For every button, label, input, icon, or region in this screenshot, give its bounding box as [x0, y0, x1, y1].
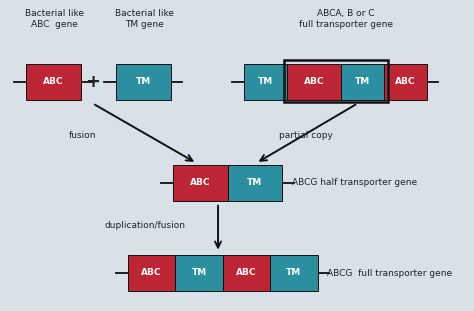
- Text: TM: TM: [136, 77, 151, 86]
- Text: TM: TM: [258, 77, 273, 86]
- Bar: [173, 165, 228, 201]
- Text: ABCA, B or C
full transporter gene: ABCA, B or C full transporter gene: [299, 9, 393, 29]
- Bar: [287, 64, 341, 100]
- Bar: [116, 64, 171, 100]
- Bar: [175, 255, 223, 291]
- Text: duplication/fusion: duplication/fusion: [104, 221, 185, 230]
- Text: TM: TM: [286, 268, 301, 277]
- Text: ABC: ABC: [190, 178, 210, 187]
- Text: ABCG  full transporter gene: ABCG full transporter gene: [327, 269, 452, 277]
- Bar: [270, 255, 318, 291]
- Bar: [223, 255, 270, 291]
- Text: Bacterial like
ABC  gene: Bacterial like ABC gene: [25, 9, 84, 29]
- Text: Bacterial like
TM gene: Bacterial like TM gene: [115, 9, 174, 29]
- Bar: [244, 64, 287, 100]
- Text: TM: TM: [355, 77, 370, 86]
- Text: ABC: ABC: [304, 77, 324, 86]
- Bar: [228, 165, 282, 201]
- Text: ABC: ABC: [236, 268, 257, 277]
- Text: ABC: ABC: [395, 77, 416, 86]
- Text: +: +: [85, 73, 100, 91]
- Text: ABC: ABC: [43, 77, 64, 86]
- Bar: [26, 64, 81, 100]
- Bar: [284, 60, 388, 102]
- Text: TM: TM: [247, 178, 263, 187]
- Text: ABC: ABC: [141, 268, 162, 277]
- Bar: [384, 64, 427, 100]
- Bar: [128, 255, 175, 291]
- Text: fusion: fusion: [69, 131, 97, 140]
- Text: TM: TM: [191, 268, 207, 277]
- Text: partial copy: partial copy: [279, 131, 333, 140]
- Text: ABCG half transporter gene: ABCG half transporter gene: [292, 179, 417, 187]
- Bar: [341, 64, 384, 100]
